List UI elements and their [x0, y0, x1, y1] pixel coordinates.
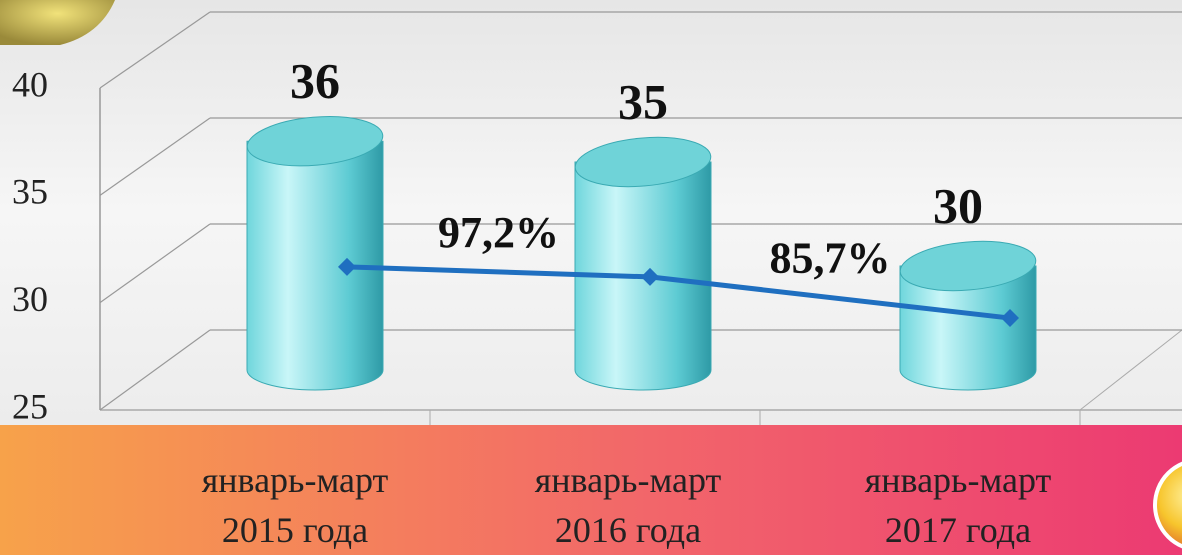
x-tick-label: январь-март 2015 года	[135, 455, 455, 555]
slide: 25 30 35 40 36 35 30 97,2% 85,7% январь-март 201…	[0, 0, 1182, 555]
y-tick-label: 30	[12, 279, 48, 319]
value-label: 85,7%	[770, 234, 891, 283]
y-tick-label: 35	[12, 172, 48, 212]
y-tick-label: 40	[12, 64, 48, 104]
value-label: 35	[618, 73, 668, 129]
y-tick-label: 25	[12, 386, 48, 426]
x-tick-label: январь-март 2016 года	[468, 455, 788, 555]
x-tick-label: январь-март 2017 года	[798, 455, 1118, 555]
value-label: 36	[290, 53, 340, 109]
value-label: 97,2%	[438, 208, 559, 257]
value-label: 30	[933, 177, 983, 233]
